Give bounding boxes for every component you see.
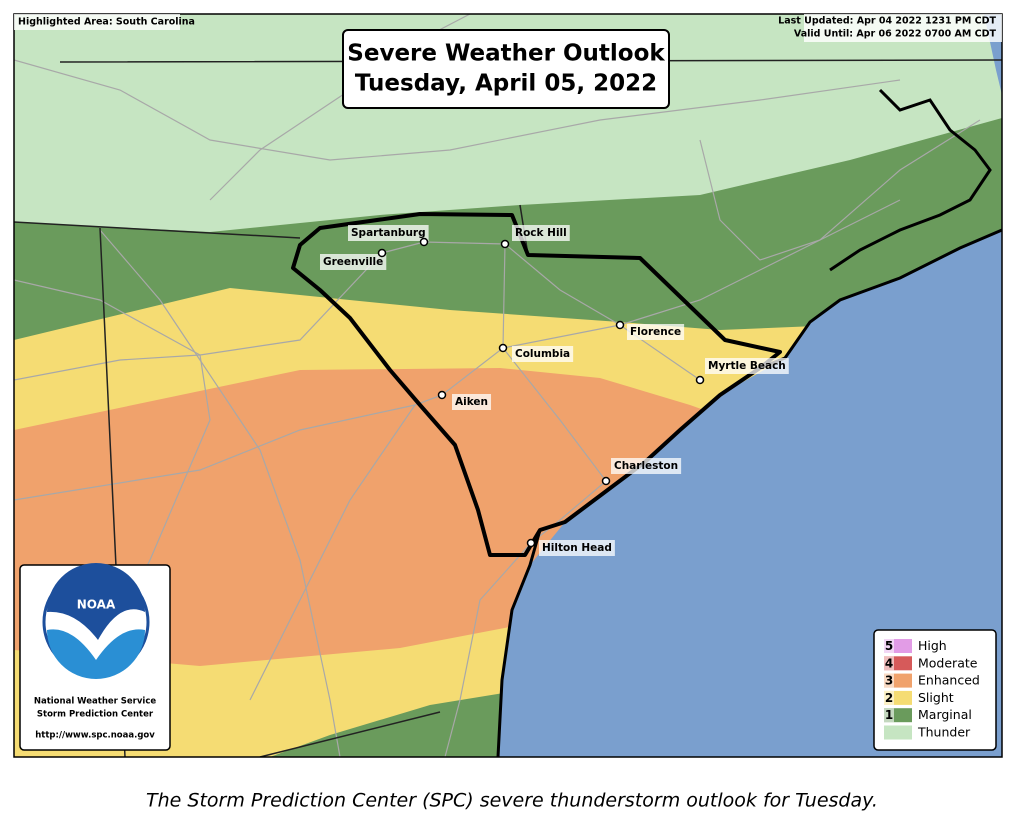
- legend-number-box: [884, 690, 894, 705]
- city-dot: [498, 343, 508, 353]
- highlighted-area: Highlighted Area: South Carolina: [18, 17, 195, 28]
- city-dot: [500, 239, 510, 249]
- city-label: Spartanburg: [351, 227, 426, 239]
- risk-areas: [14, 14, 1002, 757]
- last-updated: Last Updated: Apr 04 2022 1231 PM CDT: [778, 16, 996, 27]
- legend-label: Enhanced: [918, 673, 980, 688]
- logo-sky: [47, 563, 145, 640]
- city-label-box: [539, 540, 615, 556]
- city-label-box: [348, 225, 429, 241]
- city-label-box: [705, 358, 789, 374]
- legend-number-box: [884, 673, 894, 688]
- city-label: Columbia: [515, 348, 570, 360]
- city-dot: [377, 248, 387, 258]
- legend: 5 High 4 Moderate 3 Enhanced 2 Slight 1 Marginal T…: [884, 638, 980, 740]
- logo-line2: Storm Prediction Center: [37, 710, 154, 720]
- city-label: Hilton Head: [542, 542, 612, 554]
- city-label-box: [512, 225, 570, 241]
- logo-sea: [47, 629, 145, 679]
- city-label: Florence: [630, 326, 681, 338]
- city-label: Greenville: [323, 256, 383, 268]
- city-label: Charleston: [614, 460, 678, 472]
- city-label-box: [452, 394, 492, 410]
- legend-number-box: [884, 639, 894, 653]
- legend-number: 1: [885, 708, 893, 722]
- legend-label: Slight: [918, 690, 954, 705]
- city-label-box: [512, 346, 574, 362]
- city-label: Rock Hill: [515, 227, 567, 239]
- legend-number-box: [884, 656, 894, 671]
- legend-number: 2: [885, 691, 893, 705]
- cities: Spartanburg Rock Hill Greenville Florence Co…: [320, 225, 789, 556]
- legend-label: High: [918, 638, 947, 653]
- header-box: [804, 14, 1002, 42]
- legend-label: Thunder: [917, 725, 971, 740]
- city-label-box: [627, 324, 685, 340]
- caption: The Storm Prediction Center (SPC) severe…: [146, 790, 878, 812]
- legend-label: Marginal: [918, 707, 972, 722]
- subtitle: Tuesday, April 05, 2022: [355, 71, 657, 97]
- city-label-box: [320, 254, 387, 270]
- legend-number: 5: [885, 639, 893, 653]
- header-box: [14, 14, 180, 30]
- city-label: Myrtle Beach: [708, 360, 786, 372]
- city-dot: [526, 538, 536, 548]
- legend-number: 4: [885, 656, 893, 670]
- south-carolina-outline: [291, 212, 782, 557]
- logo-url[interactable]: http://www.spc.noaa.gov: [35, 731, 155, 741]
- city-label-box: [611, 458, 682, 474]
- roads: [14, 14, 981, 757]
- title-box: [342, 29, 670, 109]
- ocean: [498, 14, 1002, 757]
- city-dot: [695, 375, 705, 385]
- logo-mark: NOAA: [77, 598, 116, 612]
- valid-until: Valid Until: Apr 06 2022 0700 AM CDT: [794, 29, 997, 40]
- legend-number: 3: [885, 674, 893, 688]
- logo-line1: National Weather Service: [34, 697, 157, 707]
- legend-number-box: [884, 708, 894, 723]
- city-dot: [615, 320, 625, 330]
- legend-swatch: [884, 725, 912, 740]
- city-label: Aiken: [455, 396, 488, 408]
- title: Severe Weather Outlook: [347, 41, 665, 67]
- legend-label: Moderate: [918, 655, 978, 670]
- city-dot: [601, 476, 611, 486]
- city-dot: [437, 390, 447, 400]
- city-dot: [419, 237, 429, 247]
- map-frame: [13, 13, 1003, 758]
